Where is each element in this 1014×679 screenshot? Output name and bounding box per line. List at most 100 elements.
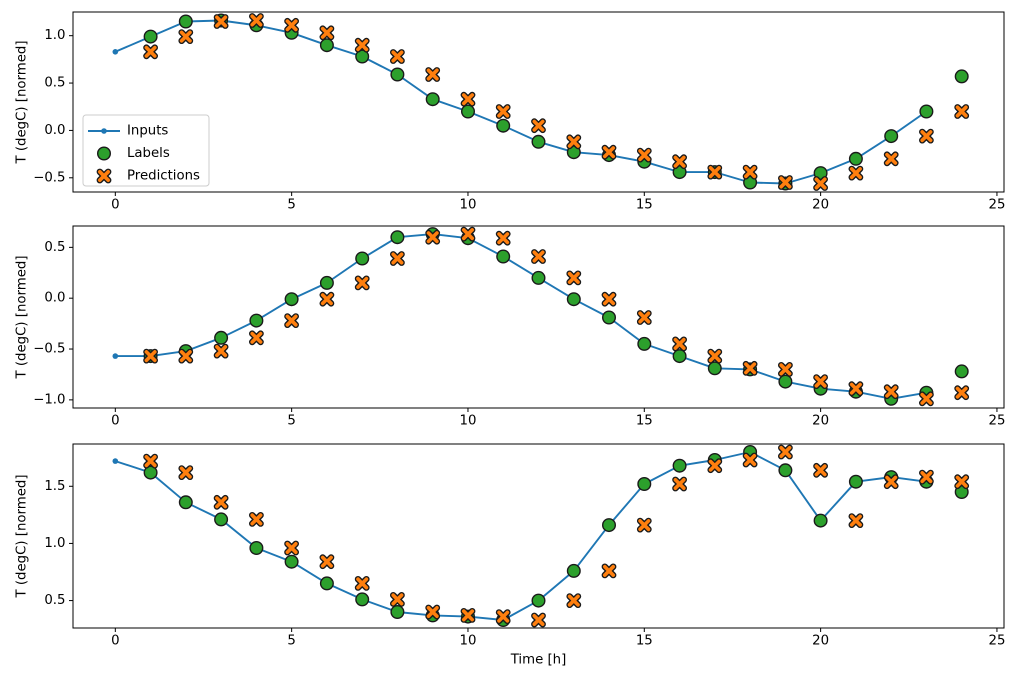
labels-circle-marker <box>178 14 193 29</box>
x-marker-fill <box>497 232 510 245</box>
x-marker-fill <box>250 513 263 526</box>
predictions-x-marker <box>284 313 299 328</box>
predictions-x-marker <box>354 275 370 291</box>
x-marker-fill <box>285 19 298 32</box>
x-marker-fill <box>497 105 510 118</box>
x-marker-fill <box>144 45 157 58</box>
legend-entry-predictions: Predictions <box>96 169 200 184</box>
predictions-x-marker <box>178 29 194 44</box>
x-marker-fill <box>285 314 298 327</box>
predictions-x-marker <box>425 229 441 245</box>
x-tick-label: 0 <box>111 413 119 428</box>
predictions-x-marker <box>954 385 970 401</box>
x-marker-fill <box>673 155 686 168</box>
x-marker-fill <box>708 350 721 363</box>
labels-circle-marker <box>954 69 969 84</box>
predictions-x-marker <box>213 494 229 510</box>
y-tick-label: 1.5 <box>44 479 65 494</box>
predictions-x-marker <box>390 251 405 266</box>
labels-circle-marker <box>566 563 581 578</box>
x-marker-fill <box>708 459 721 472</box>
x-marker-fill <box>179 466 192 479</box>
legend-label: Predictions <box>127 169 200 184</box>
labels-circle-marker <box>602 518 617 533</box>
x-marker-fill <box>920 392 933 405</box>
x-marker-fill <box>144 455 157 468</box>
labels-circle-marker <box>425 92 440 107</box>
axes-background <box>73 12 1004 192</box>
labels-circle-marker <box>496 249 511 264</box>
x-marker-fill <box>638 519 651 532</box>
x-tick-label: 0 <box>111 197 119 212</box>
x-marker-fill <box>955 105 968 118</box>
legend-box <box>82 114 210 187</box>
predictions-x-marker <box>707 348 723 364</box>
labels-circle-marker <box>637 336 652 351</box>
x-marker-fill <box>603 146 615 159</box>
y-axis: 1.5 1.0 0.5 <box>44 479 73 608</box>
x-marker-fill <box>285 542 298 554</box>
predictions-x-marker <box>566 593 582 608</box>
x-marker-fill <box>849 514 862 527</box>
legend-label: Labels <box>127 146 170 161</box>
x-tick-label: 25 <box>988 633 1005 648</box>
predictions-x-marker <box>919 469 934 485</box>
predictions-x-marker <box>143 453 158 469</box>
predictions-x-marker <box>672 476 687 492</box>
x-axis: 0 5 10 15 20 25 <box>111 628 1005 648</box>
predictions-x-marker <box>636 147 652 163</box>
axes-frame <box>72 225 1005 409</box>
y-tick-label: −1.0 <box>33 392 65 407</box>
x-marker-fill <box>391 593 404 606</box>
predictions-x-marker <box>460 608 476 623</box>
predictions-x-marker <box>531 118 546 134</box>
x-tick-label: 0 <box>111 633 119 648</box>
predictions-x-marker <box>460 226 476 242</box>
x-tick-label: 15 <box>636 197 653 212</box>
predictions-x-marker <box>954 474 970 490</box>
predictions-x-marker <box>848 381 864 397</box>
y-tick-label: 0.5 <box>44 240 65 255</box>
x-tick-label: 10 <box>460 197 477 212</box>
axes-frame <box>72 443 1005 629</box>
subplot-1: 0 5 10 15 20 25 1.0 0.5 0.0 −0.5T (degC) [normed]… <box>15 11 1005 212</box>
inputs-line <box>114 451 928 621</box>
predictions-x-marker <box>460 91 476 107</box>
labels-circle-marker <box>848 474 863 489</box>
x-marker-fill <box>98 170 110 182</box>
x-marker-fill <box>250 331 263 344</box>
x-marker-fill <box>567 135 580 148</box>
predictions-x-marker <box>319 554 335 570</box>
x-tick-label: 10 <box>460 633 477 648</box>
y-tick-label: −0.5 <box>33 342 65 357</box>
predictions-x-marker <box>742 452 758 468</box>
labels-circle-marker <box>143 465 158 480</box>
labels-circle-marker <box>249 313 264 328</box>
axes-frame <box>72 11 1005 193</box>
labels-circle-marker <box>778 463 793 478</box>
labels-circle-marker <box>848 151 863 166</box>
labels-circle-marker <box>319 38 334 53</box>
x-marker-fill <box>497 610 510 623</box>
legend-entry-inputs: Inputs <box>88 124 168 139</box>
x-marker-fill <box>215 345 228 358</box>
predictions-x-marker <box>883 151 899 167</box>
x-axis-label: Time [h] <box>510 653 567 668</box>
legend: Inputs Labels Predictions <box>82 114 210 187</box>
predictions-x-marker <box>178 465 194 480</box>
x-marker-fill <box>955 386 968 399</box>
x-marker-fill <box>603 293 615 306</box>
labels-circle-marker <box>954 364 969 379</box>
predictions-x-marker <box>213 343 229 359</box>
x-tick-label: 20 <box>812 197 829 212</box>
x-tick-label: 5 <box>287 633 295 648</box>
predictions-x-marker <box>531 249 546 264</box>
x-marker-fill <box>356 276 369 289</box>
y-tick-label: 0.0 <box>44 291 65 306</box>
legend-inputs-dot <box>101 128 107 134</box>
legend-labels-circle <box>96 146 111 161</box>
predictions-x-marker <box>319 291 335 307</box>
x-marker-fill <box>920 130 933 143</box>
x-marker-fill <box>779 446 792 458</box>
